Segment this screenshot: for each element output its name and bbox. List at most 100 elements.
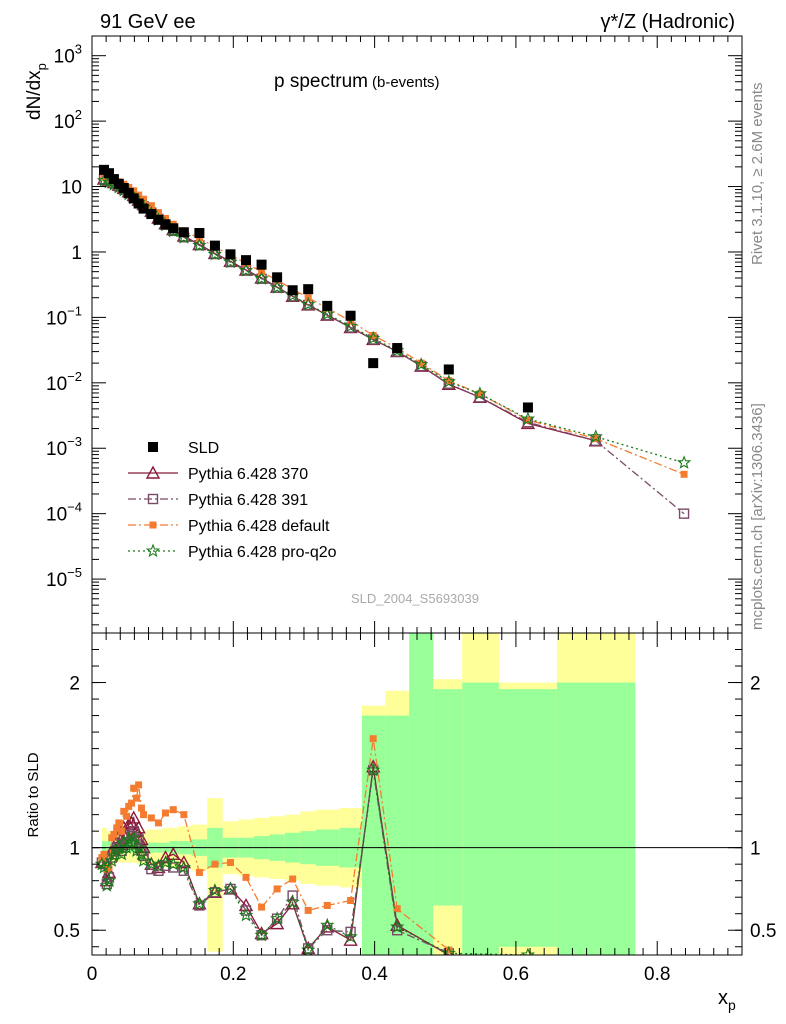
ratio-point <box>123 812 131 820</box>
ratio-point <box>211 860 219 868</box>
ratio-point <box>94 856 110 871</box>
main-subtitle: (b-events) <box>372 74 440 91</box>
ratio-point <box>126 810 141 824</box>
ratio-point <box>238 907 254 922</box>
x-tick-label: 0 <box>87 964 98 985</box>
y-tick-label: 10−1 <box>46 303 82 329</box>
ratio-point <box>121 831 136 846</box>
stat-uncertainty-band <box>556 682 636 955</box>
x-tick-label: 0.4 <box>361 964 388 985</box>
ratio-point <box>105 863 113 871</box>
ratio-point <box>287 890 298 901</box>
mcplots-label: mcplots.cern.ch [arXiv:1306.3436] <box>749 403 766 630</box>
ratio-point <box>126 830 141 844</box>
legend-marker <box>145 543 161 558</box>
ratio-point <box>304 906 312 914</box>
ratio-point <box>393 905 401 913</box>
ratio-point <box>209 887 221 898</box>
ratio-y-tick-label: 2 <box>69 674 80 695</box>
data-point <box>133 198 144 209</box>
ratio-point <box>320 917 335 932</box>
main-title: p spectrum <box>274 71 368 92</box>
ratio-series-pythia-6-428-default <box>98 735 453 954</box>
legend-marker <box>147 493 159 505</box>
data-point <box>414 357 429 371</box>
ratio-point <box>178 865 190 876</box>
stat-uncertainty-band <box>361 715 386 955</box>
ratio-point <box>137 804 145 812</box>
ratio-point <box>133 834 144 845</box>
series-line <box>103 176 685 475</box>
ratio-point <box>392 925 403 936</box>
y-tick-label: 103 <box>54 42 82 68</box>
data-point <box>123 187 134 198</box>
data-point <box>322 300 333 311</box>
ratio-point <box>441 945 456 955</box>
series-line <box>103 178 596 442</box>
ratio-point <box>207 883 223 897</box>
data-point <box>588 429 603 443</box>
ratio-point <box>118 827 126 835</box>
ratio-point <box>176 860 192 874</box>
ratio-point <box>115 819 123 827</box>
ratio-point <box>258 903 266 911</box>
ratio-point <box>140 811 148 819</box>
ratio-point <box>161 809 169 817</box>
data-point <box>441 374 456 388</box>
legend-entry: Pythia 6.428 default <box>128 518 330 535</box>
data-point <box>225 249 236 260</box>
ratio-point <box>285 894 300 909</box>
ratio-y-tick-label: 0.5 <box>750 921 776 942</box>
data-point <box>128 193 139 204</box>
data-point <box>320 306 335 321</box>
data-point <box>343 318 358 333</box>
data-point <box>524 416 532 424</box>
ratio-point <box>273 885 281 893</box>
series-pythia-6-428-default <box>100 173 688 478</box>
data-point <box>178 227 189 238</box>
ratio-y-tick-label: 1 <box>69 839 80 860</box>
series-line <box>103 180 685 464</box>
data-point <box>522 402 533 413</box>
data-point <box>138 203 149 214</box>
ratio-point <box>99 878 114 892</box>
legend-label: Pythia 6.428 391 <box>188 492 308 509</box>
x-tick-label: 0.8 <box>644 964 670 985</box>
y-tick-label: 1 <box>71 243 82 264</box>
ratio-point <box>195 868 203 876</box>
ratio-point <box>147 814 155 822</box>
data-point <box>207 246 223 261</box>
data-point <box>256 259 267 270</box>
ratio-point <box>120 807 128 815</box>
ratio-point <box>144 856 159 871</box>
data-point <box>369 331 377 339</box>
energy-label: 91 GeV ee <box>100 11 196 33</box>
data-point <box>303 284 314 295</box>
data-point <box>269 280 285 294</box>
ratio-point <box>176 855 192 869</box>
data-point <box>272 272 283 283</box>
process-label: γ*/Z (Hadronic) <box>601 11 735 33</box>
ratio-point <box>166 856 181 871</box>
data-point <box>194 227 205 238</box>
data-point <box>160 219 171 230</box>
data-point <box>209 240 220 251</box>
ratio-point <box>124 835 139 849</box>
data-point <box>476 390 484 398</box>
ratio-point <box>131 840 146 854</box>
ratio-point <box>520 947 536 955</box>
stat-uncertainty-band <box>498 689 557 947</box>
ratio-point <box>343 929 358 943</box>
ratio-point <box>158 854 173 869</box>
main-panel: 10−5 10−4 10−3 10−2 10−1 1 10 102 103 p spectrum… <box>24 35 743 634</box>
ratio-point <box>223 881 238 896</box>
ratio-y-tick-label: 0.5 <box>54 921 80 942</box>
data-point <box>103 168 114 179</box>
stat-uncertainty-band <box>409 633 434 955</box>
x-axis-title: xp <box>718 987 736 1013</box>
ratio-point <box>104 853 119 867</box>
data-point <box>301 296 316 311</box>
legend-label: Pythia 6.428 370 <box>188 466 308 483</box>
data-point <box>520 411 536 426</box>
legend-entry: Pythia 6.428 391 <box>128 492 308 509</box>
